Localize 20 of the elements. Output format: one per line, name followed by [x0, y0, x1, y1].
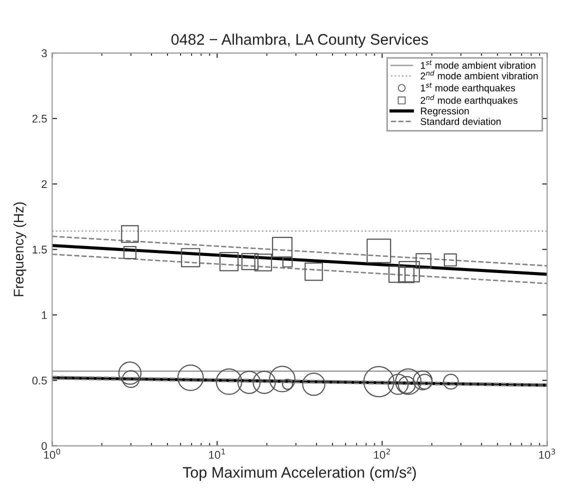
legend-label: 1$^{st}$ mode ambient vibration: [420, 60, 536, 69]
x-tick-label: 10$^{1}$: [209, 448, 225, 459]
y-tick-label: 2.5: [32, 114, 47, 123]
y-axis-title: Frequency (Hz): [13, 202, 26, 296]
legend-label: 2$^{nd}$ mode earthquakes: [420, 94, 518, 106]
x-tick-label: 10$^{0}$: [44, 448, 60, 459]
chart-title: 0482 − Alhambra, LA County Services: [171, 34, 428, 48]
y-tick-label: 0: [42, 442, 47, 450]
y-tick-label: 1: [42, 311, 47, 319]
legend-label: Standard deviation: [420, 118, 501, 125]
y-tick-label: 2: [42, 180, 47, 188]
y-tick-label: 1.5: [32, 246, 47, 254]
legend-label: Regression: [420, 107, 469, 116]
y-tick-label: 0.5: [32, 376, 47, 384]
legend-label: 1$^{st}$ mode earthquakes: [420, 82, 516, 94]
legend-label: 2$^{nd}$ mode ambient vibration: [420, 70, 538, 80]
x-tick-label: 10$^{3}$: [539, 448, 556, 459]
x-axis-title: Top Maximum Acceleration (cm/s²): [182, 466, 416, 481]
y-tick-label: 3: [42, 49, 47, 58]
x-tick-label: 10$^{2}$: [374, 448, 390, 459]
